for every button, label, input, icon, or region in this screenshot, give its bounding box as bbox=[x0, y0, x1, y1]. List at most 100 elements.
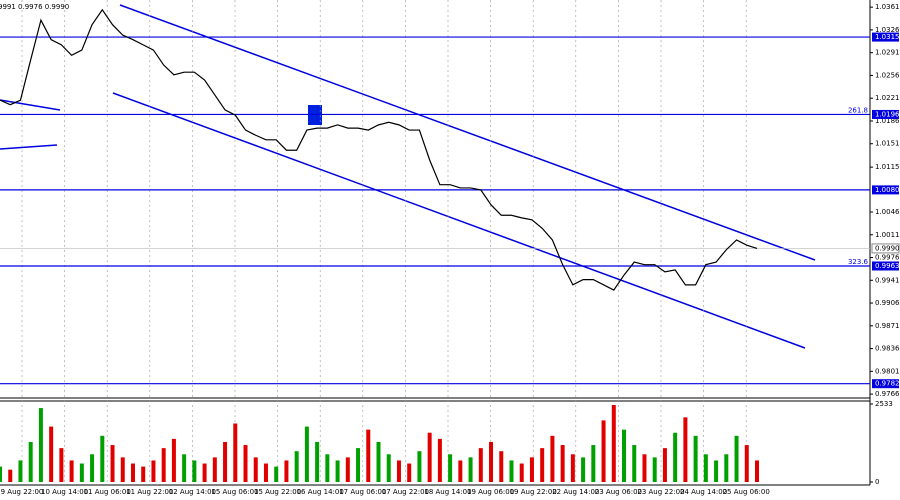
volume-bar bbox=[703, 454, 708, 482]
volume-tick-label: 2533 bbox=[875, 400, 893, 408]
time-label: 19 Aug 06:00 bbox=[467, 488, 514, 496]
y-tick-label: 0.9906 bbox=[875, 299, 900, 307]
volume-bar bbox=[673, 432, 678, 482]
volume-bar bbox=[519, 463, 524, 482]
volume-bar bbox=[243, 445, 248, 482]
volume-bar bbox=[120, 457, 125, 482]
price-line bbox=[0, 8, 758, 291]
volume-bar bbox=[141, 466, 146, 482]
level-label: 1.0080 bbox=[875, 186, 900, 194]
volume-bar bbox=[192, 460, 197, 482]
level-label-box bbox=[872, 32, 899, 42]
volume-bar bbox=[550, 435, 555, 482]
volume-bar bbox=[529, 457, 534, 482]
volume-bar bbox=[8, 469, 13, 482]
volume-bar bbox=[396, 460, 401, 482]
volume-bar bbox=[570, 454, 575, 482]
level-label: 1.0315 bbox=[875, 33, 900, 41]
volume-bar bbox=[437, 438, 442, 482]
volume-bar bbox=[693, 435, 698, 482]
level-label-box bbox=[872, 261, 899, 271]
time-label: 11 Aug 06:00 bbox=[84, 488, 131, 496]
volume-bar bbox=[468, 457, 473, 482]
volume-bar bbox=[263, 463, 268, 482]
volume-bar bbox=[59, 448, 64, 482]
time-label: 22 Aug 14:00 bbox=[552, 488, 599, 496]
volume-bar bbox=[130, 463, 135, 482]
volume-bar bbox=[151, 460, 156, 482]
y-tick-label: 1.0221 bbox=[875, 94, 900, 102]
y-tick-label: 0.9871 bbox=[875, 322, 900, 330]
volume-bar bbox=[274, 466, 279, 482]
trend-segment bbox=[0, 144, 58, 150]
y-tick-label: 1.0256 bbox=[875, 71, 900, 79]
volume-bar bbox=[161, 448, 166, 482]
volume-bar bbox=[714, 460, 719, 482]
fib-label: 323.6 bbox=[848, 258, 869, 266]
volume-bar bbox=[611, 405, 616, 482]
time-label: 15 Aug 22:00 bbox=[254, 488, 301, 496]
volume-bar bbox=[284, 460, 289, 482]
y-tick-label: 1.0186 bbox=[875, 117, 900, 125]
volume-bar bbox=[499, 451, 504, 482]
time-label: 23 Aug 06:00 bbox=[595, 488, 642, 496]
time-label: 17 Aug 22:00 bbox=[382, 488, 429, 496]
volume-tick-label: 0 bbox=[875, 478, 879, 486]
y-tick-label: 1.0151 bbox=[875, 140, 900, 148]
volume-bar bbox=[642, 454, 647, 482]
volume-bar bbox=[458, 460, 463, 482]
volume-bar bbox=[724, 454, 729, 482]
fib-label: 261.8 bbox=[848, 106, 868, 114]
volume-bar bbox=[223, 441, 228, 482]
volume-bar bbox=[622, 429, 627, 482]
y-tick-label: 0.9836 bbox=[875, 345, 900, 353]
trend-segment bbox=[0, 99, 61, 111]
volume-bar bbox=[171, 438, 176, 482]
level-label: 0.9963 bbox=[875, 262, 900, 270]
volume-bar bbox=[376, 441, 381, 482]
level-label-box bbox=[872, 185, 899, 195]
volume-bar bbox=[90, 454, 95, 482]
volume-bar bbox=[386, 454, 391, 482]
y-tick-label: 1.0046 bbox=[875, 208, 900, 216]
volume-bar bbox=[509, 460, 514, 482]
volume-bar bbox=[427, 432, 432, 482]
volume-bar bbox=[417, 451, 422, 482]
y-tick-label: 1.0011 bbox=[875, 231, 900, 239]
y-tick-label: 0.9766 bbox=[875, 390, 900, 398]
time-label: 11 Aug 22:00 bbox=[126, 488, 173, 496]
y-tick-label: 1.0115 bbox=[875, 163, 900, 171]
volume-bar bbox=[49, 426, 54, 482]
volume-bar bbox=[202, 463, 207, 482]
y-tick-label: 0.9941 bbox=[875, 276, 900, 284]
volume-bar bbox=[448, 454, 453, 482]
time-label: 17 Aug 06:00 bbox=[339, 488, 386, 496]
volume-bar bbox=[69, 460, 74, 482]
volume-bar bbox=[489, 441, 494, 482]
channel-lower bbox=[112, 92, 806, 349]
volume-bar bbox=[345, 457, 350, 482]
volume-bar bbox=[304, 426, 309, 482]
volume-bar bbox=[478, 448, 483, 482]
volume-bar bbox=[28, 441, 33, 482]
volume-bar bbox=[18, 460, 23, 482]
volume-bar bbox=[755, 460, 759, 482]
y-tick-label: 0.9976 bbox=[875, 254, 900, 262]
time-label: 9 Aug 22:00 bbox=[1, 488, 44, 496]
volume-bar bbox=[233, 423, 238, 482]
volume-bar bbox=[560, 445, 565, 482]
volume-bar bbox=[79, 463, 84, 482]
volume-bar bbox=[662, 448, 667, 482]
last-price-box bbox=[871, 243, 900, 254]
volume-bar bbox=[683, 417, 688, 482]
channel-upper bbox=[119, 4, 816, 261]
time-label: 18 Aug 14:00 bbox=[424, 488, 471, 496]
y-tick-label: 1.0361 bbox=[875, 3, 900, 11]
y-tick-label: 1.0291 bbox=[875, 49, 900, 57]
time-label: 25 Aug 06:00 bbox=[723, 488, 770, 496]
volume-bar bbox=[581, 457, 586, 482]
volume-bar bbox=[632, 445, 637, 482]
volume-bar bbox=[652, 457, 657, 482]
time-label: 16 Aug 14:00 bbox=[297, 488, 344, 496]
